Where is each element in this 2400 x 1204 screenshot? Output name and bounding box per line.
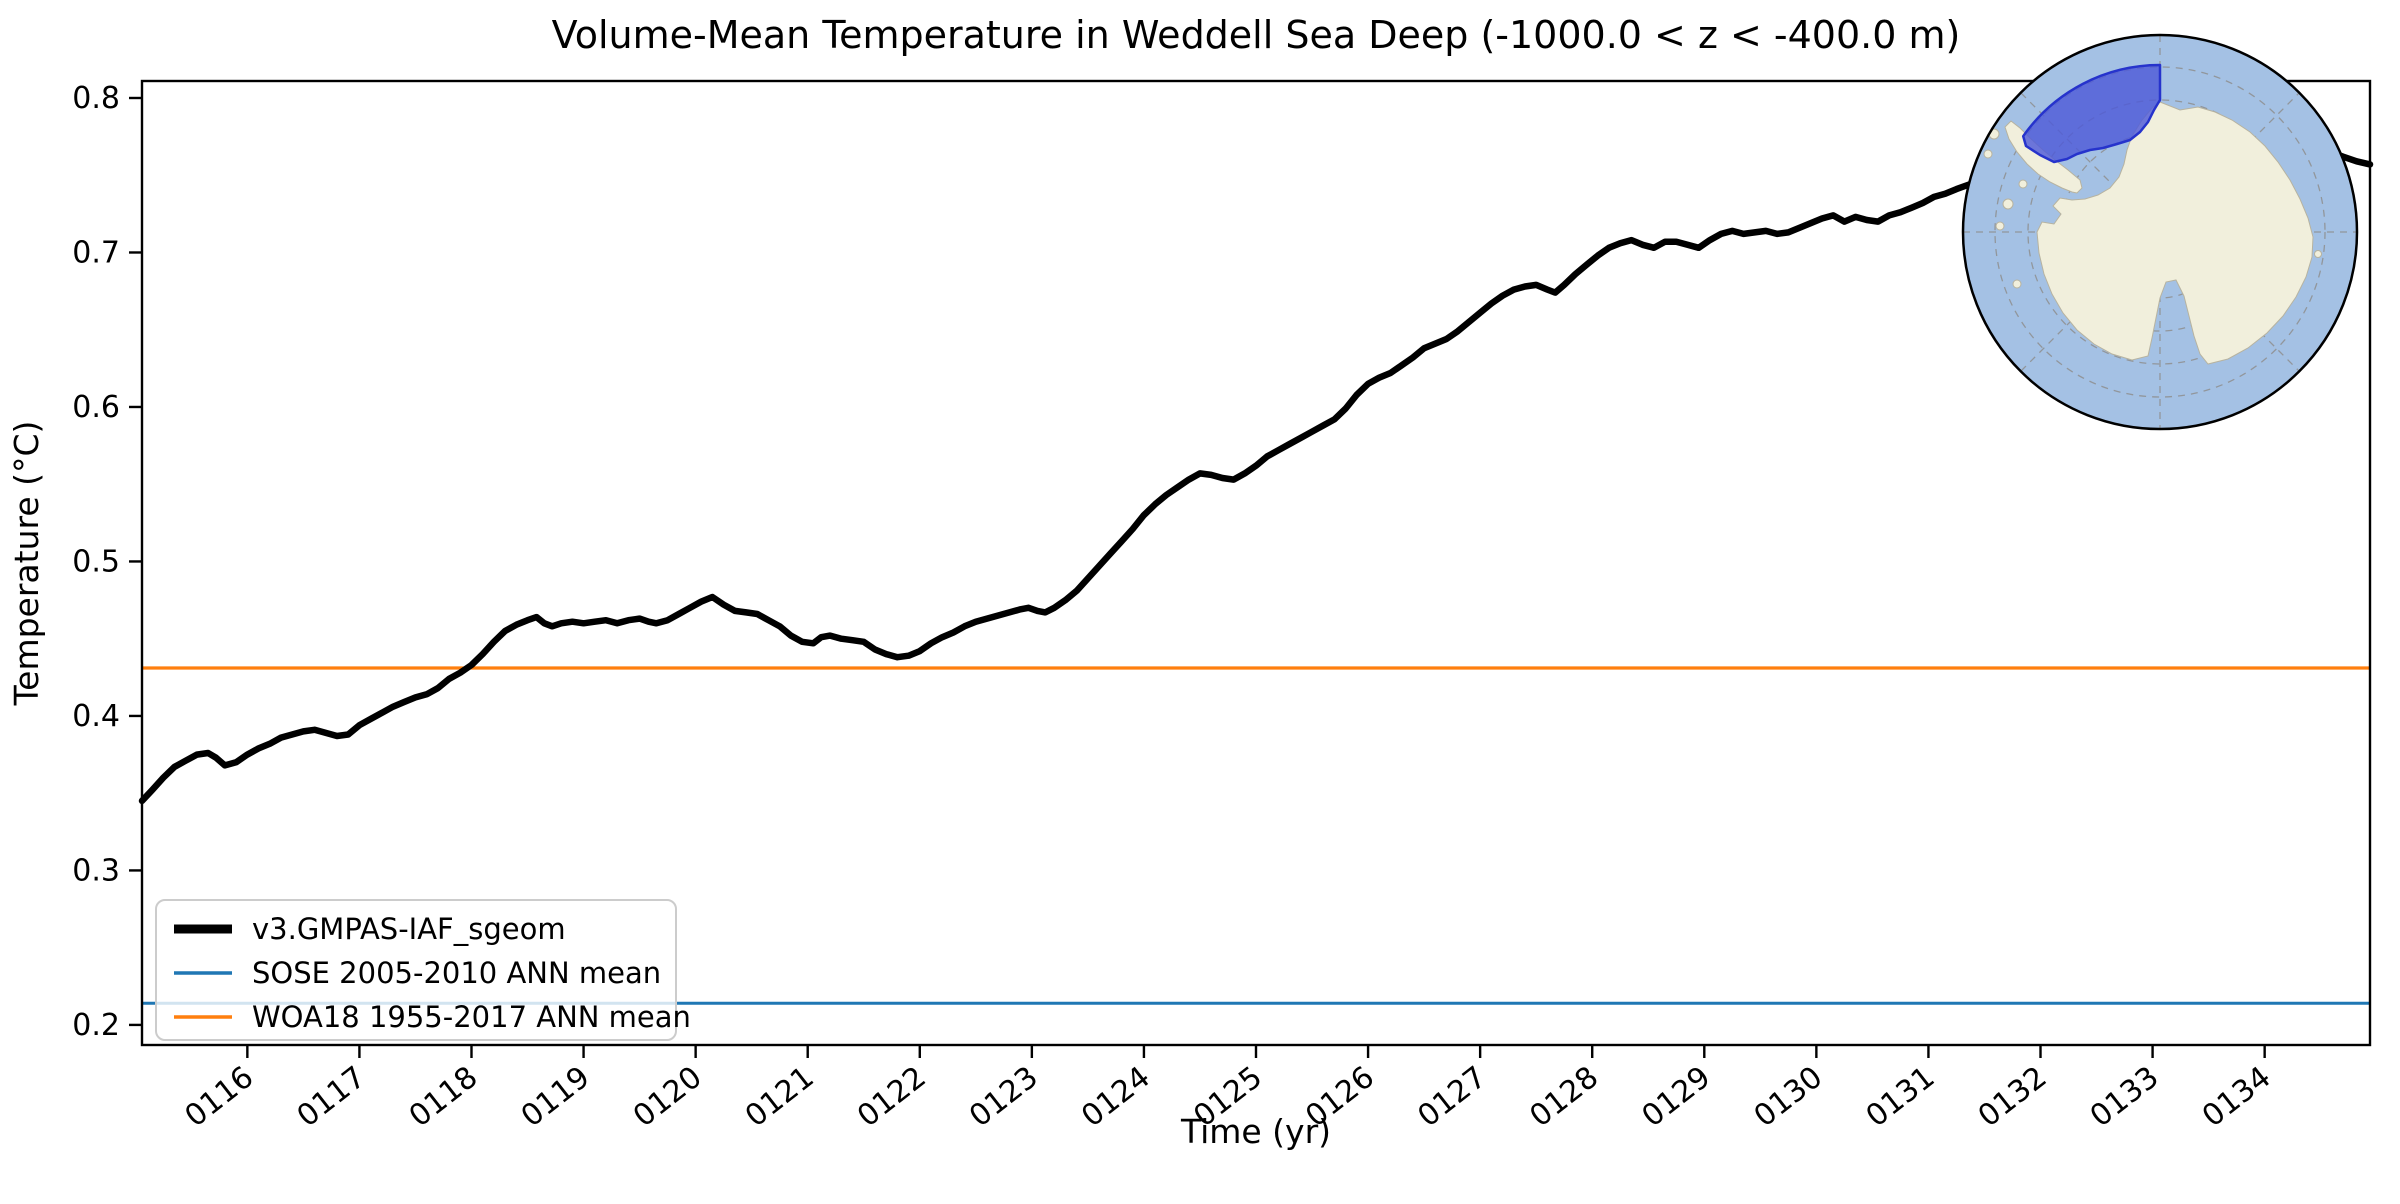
svg-text:0133: 0133	[2084, 1060, 2166, 1135]
svg-text:0.6: 0.6	[72, 390, 120, 425]
svg-text:0134: 0134	[2196, 1060, 2278, 1135]
legend-label-sose: SOSE 2005-2010 ANN mean	[252, 956, 661, 990]
svg-text:0128: 0128	[1523, 1060, 1605, 1135]
legend-box	[155, 899, 677, 1041]
chart-title: Volume-Mean Temperature in Weddell Sea D…	[552, 13, 1961, 57]
y-axis-label: Temperature (°C)	[7, 421, 46, 707]
x-axis-label: Time (yr)	[1180, 1112, 1331, 1151]
svg-text:0.3: 0.3	[72, 853, 120, 888]
svg-text:0123: 0123	[963, 1060, 1045, 1135]
map-land-mainland	[2036, 101, 2314, 365]
svg-text:0131: 0131	[1860, 1060, 1942, 1135]
svg-text:0132: 0132	[1972, 1060, 2054, 1135]
svg-text:0116: 0116	[179, 1060, 261, 1135]
svg-text:0117: 0117	[291, 1060, 373, 1135]
svg-text:0120: 0120	[627, 1060, 709, 1135]
svg-text:0127: 0127	[1411, 1060, 1493, 1135]
svg-text:0118: 0118	[403, 1060, 485, 1135]
map-circle-outline	[1961, 33, 2359, 431]
legend-label-woa: WOA18 1955-2017 ANN mean	[252, 1000, 691, 1034]
svg-text:0.5: 0.5	[72, 544, 120, 579]
y-axis-ticks: 0.2 0.3 0.4 0.5 0.6 0.7 0.8	[72, 81, 142, 1043]
axes-spines	[140, 79, 2372, 1047]
antarctica-inset-map	[1961, 33, 2359, 431]
svg-text:0129: 0129	[1635, 1060, 1717, 1135]
legend: v3.GMPAS-IAF_sgeom SOSE 2005-2010 ANN me…	[155, 899, 691, 1041]
svg-text:0.2: 0.2	[72, 1008, 120, 1043]
svg-text:0.4: 0.4	[72, 699, 120, 734]
map-weddell-region-highlight	[2021, 63, 2162, 164]
svg-text:0124: 0124	[1075, 1060, 1157, 1135]
svg-text:0.7: 0.7	[72, 235, 120, 270]
legend-label-model: v3.GMPAS-IAF_sgeom	[252, 912, 566, 946]
svg-text:0130: 0130	[1748, 1060, 1830, 1135]
svg-text:0122: 0122	[851, 1060, 933, 1135]
svg-text:0119: 0119	[515, 1060, 597, 1135]
temperature-curve	[138, 133, 2374, 805]
svg-text:0121: 0121	[739, 1060, 821, 1135]
svg-text:0.8: 0.8	[72, 81, 120, 116]
